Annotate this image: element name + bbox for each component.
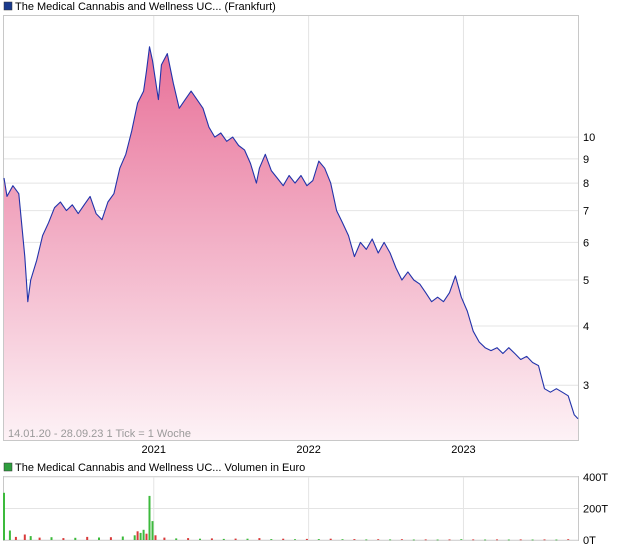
volume-bars [3, 492, 570, 541]
volume-bar [187, 538, 190, 540]
volume-bar [317, 539, 320, 540]
volume-bar [270, 539, 273, 540]
volume-y-tick-label: 200T [583, 504, 608, 516]
volume-bar [98, 537, 100, 540]
price-y-tick-label: 10 [583, 132, 595, 144]
price-x-tick-label: 2023 [451, 444, 475, 456]
price-area [3, 46, 579, 441]
volume-bar [246, 538, 249, 540]
volume-legend-swatch [3, 462, 13, 472]
volume-bar [377, 539, 380, 540]
price-legend-swatch [3, 1, 13, 11]
volume-bar [109, 537, 112, 540]
volume-bar [74, 537, 77, 540]
price-area-fill [4, 46, 578, 441]
volume-bar [38, 537, 41, 540]
volume-bar [472, 539, 475, 541]
volume-bar [234, 538, 237, 540]
volume-bar [448, 539, 451, 541]
volume-bar [294, 539, 296, 540]
volume-bar [365, 539, 368, 541]
volume-y-axis: 0T 200T 400T [583, 472, 608, 546]
volume-bar [151, 521, 154, 540]
volume-bar [412, 539, 415, 541]
volume-bar [50, 537, 53, 540]
volume-bar [305, 538, 308, 540]
price-y-tick-label: 7 [583, 206, 589, 218]
volume-bar [14, 536, 17, 540]
volume-bar [567, 539, 570, 540]
volume-bar [145, 533, 148, 540]
volume-bar [543, 539, 546, 541]
price-y-tick-label: 3 [583, 380, 589, 392]
price-chart-title: The Medical Cannabis and Wellness UC... … [15, 1, 276, 13]
volume-bar [282, 538, 285, 540]
price-x-tick-label: 2021 [142, 444, 166, 456]
volume-bar [555, 539, 558, 541]
date-range-note: 14.01.20 - 28.09.23 1 Tick = 1 Woche [8, 428, 191, 440]
price-y-tick-label: 8 [583, 178, 589, 190]
price-y-tick-label: 5 [583, 275, 589, 287]
volume-chart-title: The Medical Cannabis and Wellness UC... … [15, 462, 305, 474]
volume-bar [531, 539, 534, 541]
volume-bar [3, 492, 5, 541]
volume-bar [154, 535, 157, 540]
volume-bar [353, 539, 356, 540]
volume-bar [23, 534, 26, 540]
price-line [3, 46, 579, 420]
volume-bar [163, 537, 166, 540]
volume-bar [496, 539, 498, 541]
volume-grid [4, 476, 578, 541]
volume-bar [258, 538, 261, 540]
volume-bar [389, 539, 392, 541]
volume-bar [136, 531, 139, 540]
volume-bar [142, 529, 145, 540]
volume-bar [460, 539, 463, 540]
price-y-tick-label: 6 [583, 237, 589, 249]
volume-bar [436, 539, 439, 541]
volume-bar [424, 539, 427, 541]
volume-y-tick-label: 0T [583, 535, 596, 546]
volume-bar [175, 538, 178, 540]
volume-bar [121, 536, 124, 540]
volume-bar [62, 538, 65, 540]
volume-bar [519, 539, 522, 541]
price-y-tick-label: 4 [583, 321, 589, 333]
volume-bar [210, 538, 213, 540]
volume-bar [222, 538, 225, 540]
volume-y-tick-label: 400T [583, 472, 608, 484]
price-x-axis: 2021 2022 2023 [142, 444, 476, 456]
volume-bar [86, 536, 89, 540]
volume-bar [29, 536, 32, 540]
volume-bar [8, 530, 11, 540]
volume-bar [484, 539, 487, 541]
volume-bar [341, 539, 344, 540]
price-plot-frame [3, 15, 579, 441]
volume-bar [148, 495, 151, 540]
volume-bar [199, 538, 201, 540]
volume-bar [329, 538, 332, 540]
price-y-axis: 3 4 5 6 7 8 9 10 [583, 132, 595, 392]
volume-bar [400, 539, 403, 540]
volume-bar [139, 532, 142, 540]
volume-bar [133, 535, 136, 540]
price-x-tick-label: 2022 [296, 444, 320, 456]
volume-bar [507, 539, 510, 541]
price-y-tick-label: 9 [583, 154, 589, 166]
